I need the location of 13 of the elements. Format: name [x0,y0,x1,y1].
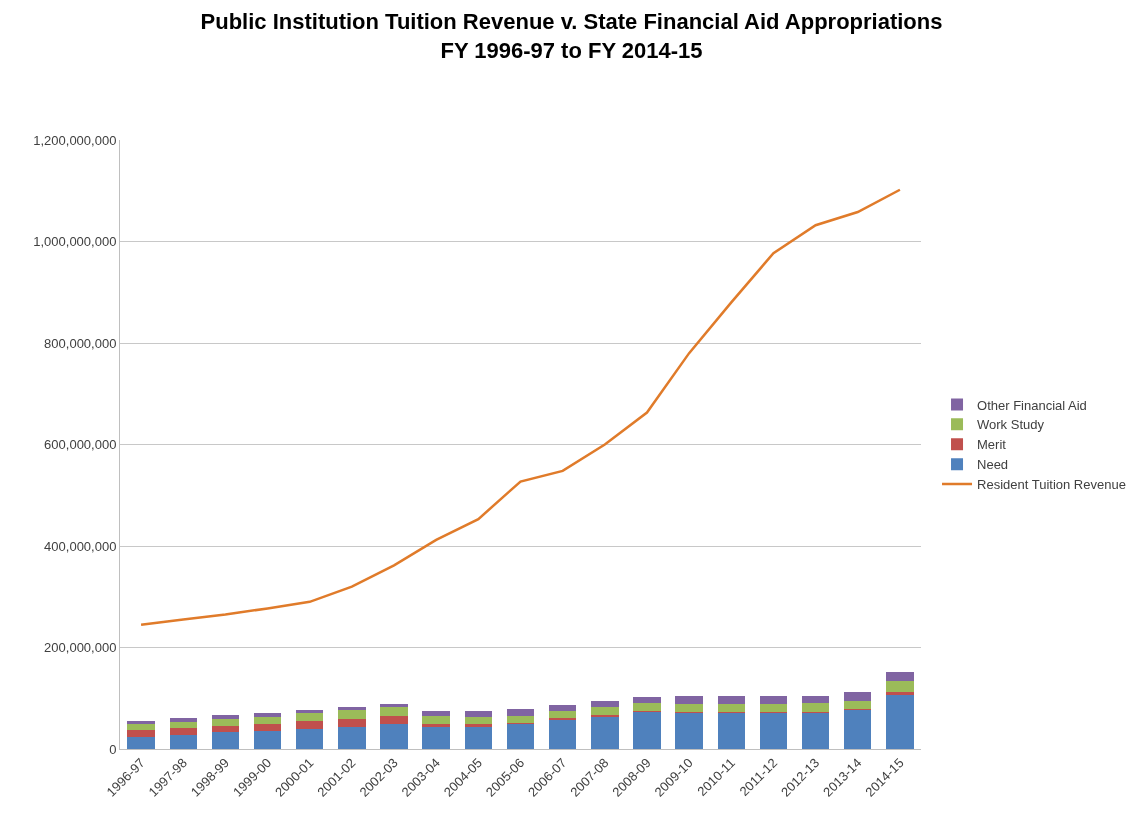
legend-label: Merit [977,437,1007,453]
legend-label: Other Financial Aid [977,397,1087,413]
y-tick-label: 0 [109,741,117,757]
y-tick-label: 1,000,000,000 [33,234,117,250]
y-tick-label: 600,000,000 [44,437,117,453]
y-tick-label: 800,000,000 [44,335,117,351]
y-tick-label: 400,000,000 [44,538,117,554]
legend-label: Resident Tuition Revenue [977,477,1126,493]
y-tick-label: 200,000,000 [44,640,117,656]
legend-label: Need [977,457,1009,473]
legend-label: Work Study [977,417,1045,433]
y-tick-label: 1,200,000,000 [33,132,117,148]
chart-title: Public Institution Tuition Revenue v. State Financial Aid Appropriations FY 1996-97 to FY 2014-15 [200,9,943,63]
